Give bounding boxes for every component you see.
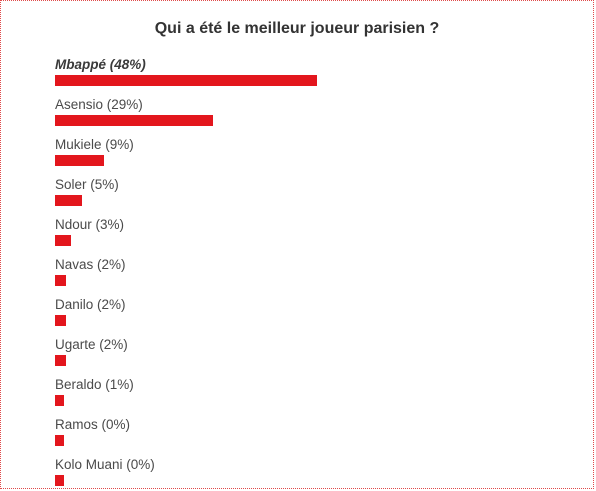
poll-option-label: Asensio (29%) [55,97,143,112]
poll-option-label: Ugarte (2%) [55,337,128,352]
poll-option[interactable]: Mukiele (9%) [55,136,555,170]
poll-option-bar [55,435,64,446]
poll-title: Qui a été le meilleur joueur parisien ? [154,20,440,37]
poll-option-bar [55,195,83,206]
poll-option-label: Danilo (2%) [55,297,126,312]
poll-option-bar [55,315,66,326]
poll-option-bar [55,355,66,366]
poll-option-bar [55,275,66,286]
poll-option-label: Ndour (3%) [55,217,125,232]
poll-option-bar [55,235,72,246]
poll-option-bar [55,115,214,126]
poll-option-bar [55,75,317,86]
poll-option-label: Ramos (0%) [55,417,131,432]
poll-option[interactable]: Navas (2%) [55,256,555,290]
poll-option-label: Mbappé (48%) [55,57,146,72]
poll-option-label: Kolo Muani (0%) [55,457,155,472]
poll-option-bar [55,395,64,406]
poll-option-bar [55,475,64,486]
poll-option[interactable]: Asensio (29%) [55,96,555,130]
poll-option[interactable]: Ugarte (2%) [55,336,555,370]
poll-option[interactable]: Danilo (2%) [55,296,555,330]
poll-option[interactable]: Kolo Muani (0%) [55,456,555,490]
poll-option[interactable]: Mbappé (48%) [55,56,555,90]
poll-option-label: Beraldo (1%) [55,377,134,392]
poll-option-label: Navas (2%) [55,257,126,272]
poll-option-label: Soler (5%) [55,177,119,192]
poll-option-label: Mukiele (9%) [55,137,134,152]
poll-option-bar [55,155,105,166]
poll-option[interactable]: Ndour (3%) [55,216,555,250]
poll-option[interactable]: Beraldo (1%) [55,376,555,410]
poll-option[interactable]: Ramos (0%) [55,416,555,450]
poll-option[interactable]: Soler (5%) [55,176,555,210]
